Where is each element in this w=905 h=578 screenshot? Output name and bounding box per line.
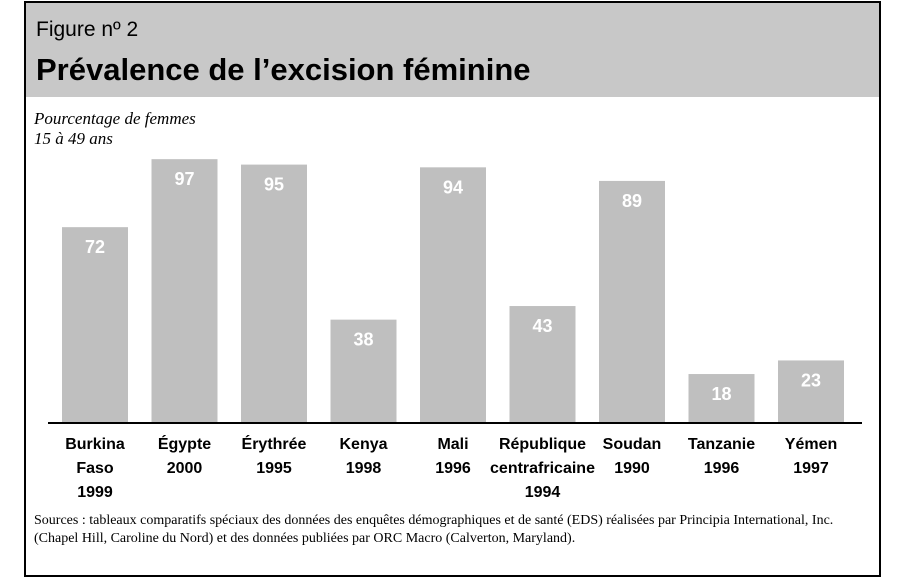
bar bbox=[241, 164, 307, 423]
value-label: 23 bbox=[801, 370, 821, 390]
x-tick-label: 1997 bbox=[793, 460, 829, 477]
value-label: 95 bbox=[264, 175, 284, 195]
value-label: 43 bbox=[532, 316, 552, 336]
x-tick-label: Érythrée bbox=[242, 434, 307, 453]
bar bbox=[330, 319, 397, 423]
x-tick-label: 1999 bbox=[77, 484, 113, 501]
x-tick-label: 1995 bbox=[256, 460, 292, 477]
x-tick-label: 1994 bbox=[525, 484, 561, 501]
x-tick-label: Faso bbox=[76, 460, 114, 477]
bar bbox=[509, 306, 576, 423]
bar bbox=[778, 360, 844, 423]
value-label: 18 bbox=[711, 384, 731, 404]
value-label: 89 bbox=[622, 191, 642, 211]
value-label: 38 bbox=[353, 330, 373, 350]
source-note: Sources : tableaux comparatifs spéciaux … bbox=[34, 513, 834, 546]
header-band bbox=[26, 3, 879, 97]
bar bbox=[62, 227, 128, 423]
x-tick-label: Burkina bbox=[65, 436, 125, 453]
figure-label: Figure nº 2 bbox=[36, 18, 138, 41]
y-axis-label: Pourcentage de femmes bbox=[33, 109, 196, 128]
x-tick-label: République bbox=[499, 436, 586, 453]
x-tick-label: Yémen bbox=[785, 436, 837, 453]
x-tick-label: Kenya bbox=[339, 436, 387, 453]
x-tick-label: Soudan bbox=[603, 436, 662, 453]
x-tick-label: 1990 bbox=[614, 460, 650, 477]
value-label: 72 bbox=[85, 237, 105, 257]
bar bbox=[420, 167, 486, 423]
x-tick-label: centrafricaine bbox=[490, 460, 595, 477]
x-tick-label: 2000 bbox=[167, 460, 203, 477]
value-label: 94 bbox=[443, 177, 463, 197]
bar bbox=[688, 374, 755, 423]
x-tick-label: Égypte bbox=[158, 434, 211, 453]
x-tick-label: Tanzanie bbox=[688, 436, 755, 453]
y-axis-label: 15 à 49 ans bbox=[34, 129, 113, 148]
x-tick-label: 1996 bbox=[435, 460, 471, 477]
x-tick-label: 1996 bbox=[704, 460, 740, 477]
x-tick-label: 1998 bbox=[346, 460, 382, 477]
bar bbox=[599, 180, 665, 423]
x-tick-label: Mali bbox=[437, 436, 468, 453]
bar bbox=[151, 159, 218, 423]
value-label: 97 bbox=[174, 169, 194, 189]
chart-title: Prévalence de l’excision féminine bbox=[36, 52, 531, 87]
